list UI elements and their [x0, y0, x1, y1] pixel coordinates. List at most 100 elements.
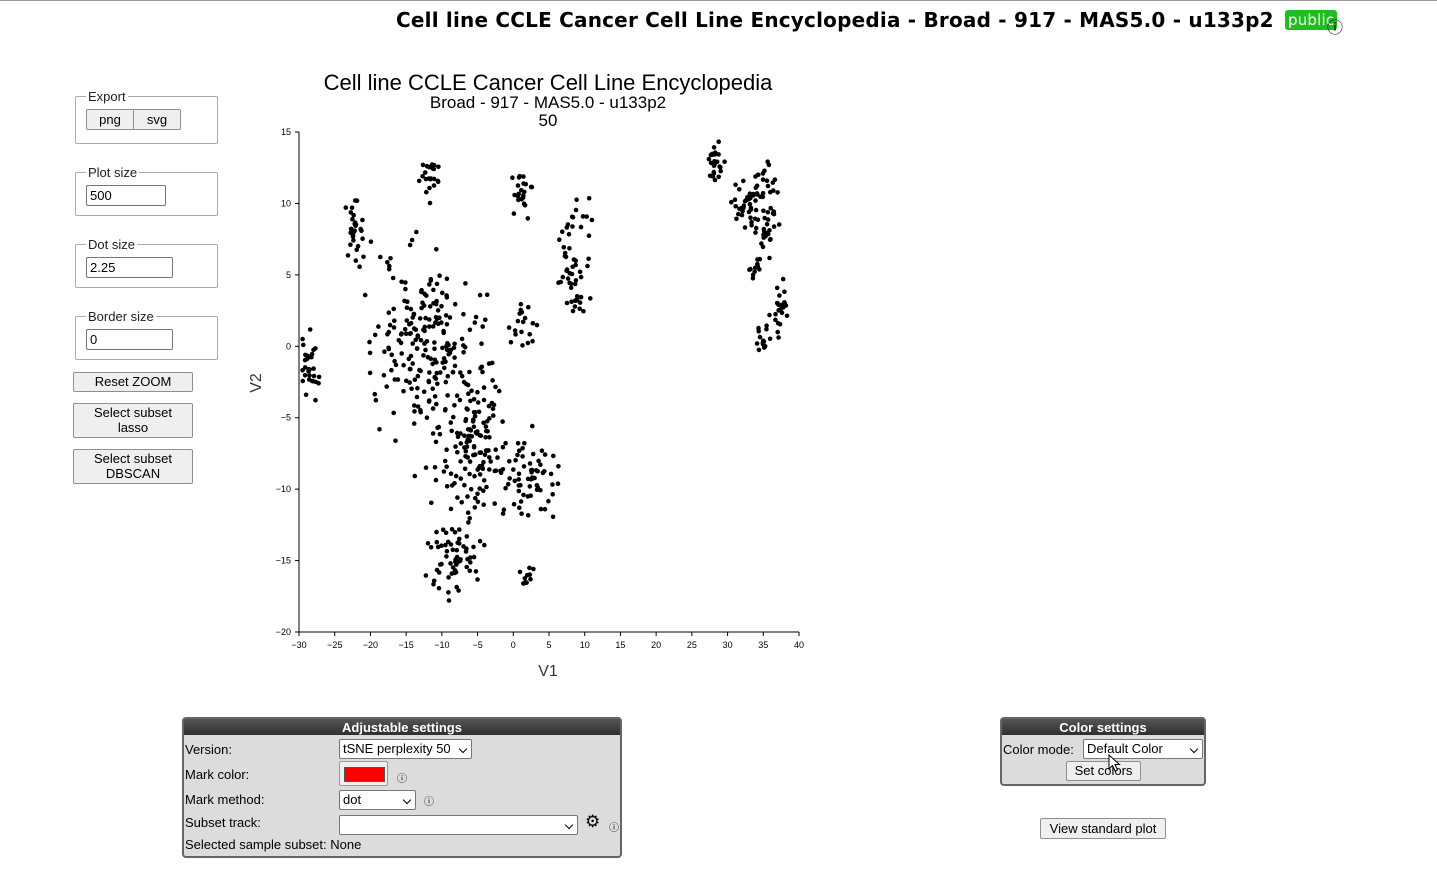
data-point: [741, 178, 746, 184]
data-point: [390, 275, 396, 281]
data-point: [459, 373, 465, 379]
data-point: [361, 254, 366, 260]
data-point: [527, 332, 532, 337]
data-point: [427, 304, 433, 309]
data-point: [750, 191, 756, 197]
data-point: [443, 379, 449, 385]
x-tick-label: 0: [511, 640, 516, 650]
export-png-button[interactable]: png: [86, 109, 134, 130]
set-colors-button[interactable]: Set colors: [1066, 761, 1141, 781]
data-point: [529, 184, 535, 190]
data-point: [482, 452, 488, 458]
data-point: [309, 351, 315, 357]
data-point: [398, 332, 404, 337]
data-point: [742, 225, 748, 230]
data-point: [463, 549, 469, 554]
data-point: [535, 485, 541, 490]
data-point: [565, 222, 571, 227]
mark-color-swatch[interactable]: [339, 761, 388, 786]
data-point: [302, 373, 308, 378]
data-point: [357, 264, 362, 269]
data-point: [399, 279, 404, 285]
data-point: [350, 234, 356, 240]
data-point: [468, 560, 473, 565]
data-point: [757, 267, 762, 272]
data-point: [586, 233, 592, 238]
data-point: [483, 435, 488, 440]
data-point: [401, 363, 406, 368]
data-point: [458, 459, 463, 464]
data-point: [436, 570, 442, 575]
data-point: [435, 178, 441, 184]
data-point: [472, 505, 478, 510]
data-point: [468, 428, 474, 433]
data-point: [761, 226, 767, 232]
data-point: [767, 228, 772, 233]
data-point: [462, 482, 467, 488]
data-point: [483, 424, 489, 429]
view-standard-plot-button[interactable]: View standard plot: [1040, 818, 1166, 839]
scatter-plot[interactable]: Cell line CCLE Cancer Cell Line Encyclop…: [240, 65, 810, 685]
mark-method-info-icon[interactable]: ⓘ: [424, 797, 434, 808]
data-point: [763, 233, 768, 239]
data-point: [500, 444, 506, 450]
data-point: [516, 197, 521, 203]
title-info-icon[interactable]: ⓘ: [1327, 20, 1344, 37]
subset-track-select[interactable]: [339, 815, 578, 835]
data-point: [313, 397, 318, 403]
border-size-group: Border size: [75, 309, 218, 360]
data-point: [362, 292, 368, 298]
data-point: [479, 463, 485, 469]
data-point: [573, 207, 579, 213]
subset-track-info-icon[interactable]: ⓘ: [609, 823, 619, 834]
data-point: [578, 274, 584, 280]
selected-subset-value: None: [330, 837, 362, 852]
color-mode-select[interactable]: Default Color: [1083, 739, 1203, 759]
data-point: [457, 536, 462, 542]
data-point: [427, 200, 433, 206]
select-subset-dbscan-button[interactable]: Select subset DBSCAN: [73, 449, 193, 484]
data-points: [300, 139, 790, 603]
export-svg-button[interactable]: svg: [134, 109, 181, 130]
data-point: [448, 420, 454, 425]
data-point: [442, 458, 448, 464]
data-point: [392, 318, 397, 323]
data-point: [414, 346, 420, 352]
data-point: [386, 329, 392, 335]
data-point: [580, 214, 586, 219]
data-point: [768, 189, 773, 195]
data-point: [487, 435, 492, 440]
data-point: [441, 469, 447, 474]
export-legend: Export: [88, 89, 126, 104]
reset-zoom-button[interactable]: Reset ZOOM: [73, 372, 193, 392]
mark-method-select[interactable]: dot: [339, 790, 416, 810]
data-point: [437, 315, 442, 320]
data-point: [737, 187, 742, 192]
data-point: [776, 222, 782, 227]
data-point: [516, 483, 522, 488]
data-point: [446, 598, 452, 603]
data-point: [360, 236, 365, 241]
select-subset-lasso-button[interactable]: Select subset lasso: [73, 403, 193, 438]
dot-size-input[interactable]: [86, 257, 173, 278]
data-point: [448, 506, 454, 512]
data-point: [415, 404, 421, 409]
border-size-input[interactable]: [86, 329, 173, 350]
data-point: [778, 306, 784, 311]
data-point: [403, 331, 409, 337]
mark-color-info-icon[interactable]: ⓘ: [397, 774, 407, 785]
plot-size-input[interactable]: [86, 185, 166, 206]
data-point: [768, 236, 773, 242]
data-point: [407, 242, 413, 248]
gear-icon[interactable]: ⚙: [585, 812, 601, 832]
data-point: [481, 459, 486, 465]
data-point: [464, 564, 469, 570]
data-point: [496, 388, 502, 394]
data-point: [570, 224, 575, 229]
data-point: [430, 324, 436, 329]
data-point: [519, 511, 524, 516]
color-mode-label: Color mode:: [1003, 742, 1074, 757]
version-select[interactable]: tSNE perplexity 50: [339, 739, 472, 759]
data-point: [441, 330, 446, 336]
data-point: [455, 540, 460, 545]
